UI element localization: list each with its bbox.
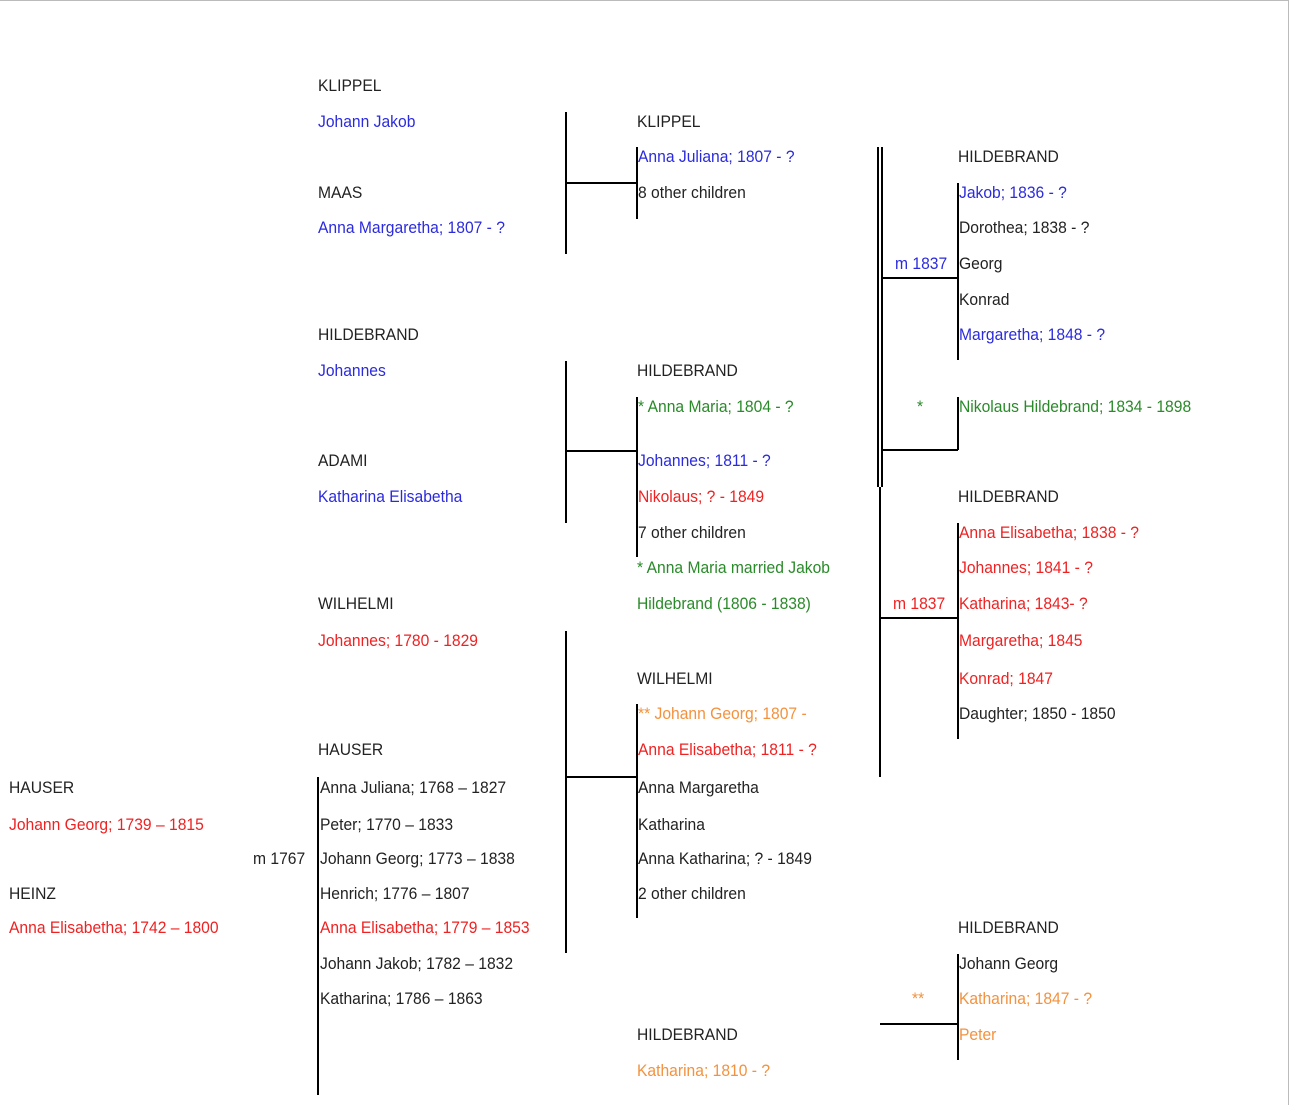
katharina-1847: Katharina; 1847 - ? xyxy=(959,989,1093,1008)
hildebrand-bottom: HILDEBRAND xyxy=(637,1025,738,1044)
klippel-branch xyxy=(566,182,637,184)
katharina-1843: Katharina; 1843- ? xyxy=(959,594,1088,613)
hildebrand-r2: HILDEBRAND xyxy=(958,487,1059,506)
dorothea: Dorothea; 1838 - ? xyxy=(959,218,1090,237)
peter-r3: Peter xyxy=(959,1025,997,1044)
hildebrand-r1: HILDEBRAND xyxy=(958,147,1059,166)
johann-georg-root: Johann Georg; 1739 – 1815 xyxy=(9,815,204,834)
note-2: Hildebrand (1806 - 1838) xyxy=(637,594,811,613)
hauser-children-line xyxy=(317,777,319,1095)
hauser-c4: Henrich; 1776 – 1807 xyxy=(320,884,470,903)
m-1837-b: m 1837 xyxy=(893,594,946,613)
anna-elisabetha-1838: Anna Elisabetha; 1838 - ? xyxy=(959,523,1140,542)
star-2: ** xyxy=(912,989,925,1008)
anna-katharina: Anna Katharina; ? - 1849 xyxy=(638,849,812,868)
double-line-right xyxy=(881,147,883,487)
marriage-a-branch xyxy=(882,277,958,279)
johannes-1841: Johannes; 1841 - ? xyxy=(959,558,1093,577)
hauser-c7: Katharina; 1786 – 1863 xyxy=(320,989,483,1008)
hildebrand-children-line xyxy=(636,397,638,557)
georg: Georg xyxy=(959,254,1003,273)
hildebrand-gp: HILDEBRAND xyxy=(318,325,419,344)
johannes-hildebrand-gp: Johannes xyxy=(318,361,386,380)
konrad: Konrad xyxy=(959,290,1010,309)
anna-elisabetha-root: Anna Elisabetha; 1742 – 1800 xyxy=(9,918,219,937)
heinz: HEINZ xyxy=(9,884,56,903)
nikolaus-1849: Nikolaus; ? - 1849 xyxy=(638,487,765,506)
katharina-elisabetha-adami: Katharina Elisabetha xyxy=(318,487,463,506)
klippel-top: KLIPPEL xyxy=(318,76,382,95)
m-1837-a: m 1837 xyxy=(895,254,948,273)
hildebrand-r3-branch xyxy=(880,1023,958,1025)
anna-margaretha-w: Anna Margaretha xyxy=(638,778,759,797)
nikolaus-line xyxy=(957,397,959,450)
hildebrand-mid: HILDEBRAND xyxy=(637,361,738,380)
hauser-root: HAUSER xyxy=(9,778,75,797)
hauser-c3: Johann Georg; 1773 – 1838 xyxy=(320,849,515,868)
m-1767: m 1767 xyxy=(253,849,306,868)
nikolaus-branch xyxy=(882,449,958,451)
johann-georg-1807: ** Johann Georg; 1807 - xyxy=(638,704,807,723)
hildebrand-r1-children-line xyxy=(957,183,959,360)
johannes-1811: Johannes; 1811 - ? xyxy=(638,451,771,470)
maas: MAAS xyxy=(318,183,363,202)
hildebrand-branch xyxy=(566,450,637,452)
hildebrand-r2-children-line xyxy=(957,523,959,739)
hauser-c6: Johann Jakob; 1782 – 1832 xyxy=(320,954,514,973)
johannes-wilhelmi: Johannes; 1780 - 1829 xyxy=(318,631,479,650)
konrad-1847: Konrad; 1847 xyxy=(959,669,1053,688)
marriage-b-branch xyxy=(880,617,958,619)
hildebrand-r3-children-line xyxy=(957,954,959,1060)
johannes-line xyxy=(879,487,881,777)
wilhelmi-parents-line xyxy=(565,631,567,953)
wilhelmi-children-line xyxy=(636,704,638,918)
daughter-1850: Daughter; 1850 - 1850 xyxy=(959,704,1116,723)
hauser-c1: Anna Juliana; 1768 – 1827 xyxy=(320,778,507,797)
johann-georg-r3: Johann Georg xyxy=(959,954,1059,973)
star-1: * xyxy=(917,397,924,416)
jakob-1836: Jakob; 1836 - ? xyxy=(959,183,1067,202)
katharina-1810: Katharina; 1810 - ? xyxy=(637,1061,771,1080)
wilhelmi-other: 2 other children xyxy=(638,884,746,903)
hildebrand-other: 7 other children xyxy=(638,523,746,542)
wilhelmi-mid: WILHELMI xyxy=(637,669,713,688)
nikolaus-hildebrand: Nikolaus Hildebrand; 1834 - 1898 xyxy=(959,397,1192,416)
klippel-other: 8 other children xyxy=(638,183,746,202)
hauser-c2: Peter; 1770 – 1833 xyxy=(320,815,454,834)
hildebrand-r3: HILDEBRAND xyxy=(958,918,1059,937)
hildebrand-parents-line xyxy=(565,361,567,523)
double-line-left xyxy=(877,147,879,487)
wilhelmi-branch xyxy=(566,776,637,778)
wilhelmi-gp: WILHELMI xyxy=(318,594,394,613)
anna-juliana-klippel: Anna Juliana; 1807 - ? xyxy=(638,147,795,166)
margaretha-1845: Margaretha; 1845 xyxy=(959,631,1083,650)
adami: ADAMI xyxy=(318,451,368,470)
anna-elisabetha-1811: Anna Elisabetha; 1811 - ? xyxy=(638,740,817,759)
anna-maria: * Anna Maria; 1804 - ? xyxy=(638,397,794,416)
margaretha-1848: Margaretha; 1848 - ? xyxy=(959,325,1106,344)
hauser-children: HAUSER xyxy=(318,740,384,759)
anna-margaretha-maas: Anna Margaretha; 1807 - ? xyxy=(318,218,505,237)
note-1: * Anna Maria married Jakob xyxy=(637,558,830,577)
johann-jakob-klippel: Johann Jakob xyxy=(318,112,416,131)
klippel-children-line xyxy=(636,147,638,219)
katharina-w: Katharina xyxy=(638,815,705,834)
hauser-c5: Anna Elisabetha; 1779 – 1853 xyxy=(320,918,530,937)
klippel-mid: KLIPPEL xyxy=(637,112,701,131)
